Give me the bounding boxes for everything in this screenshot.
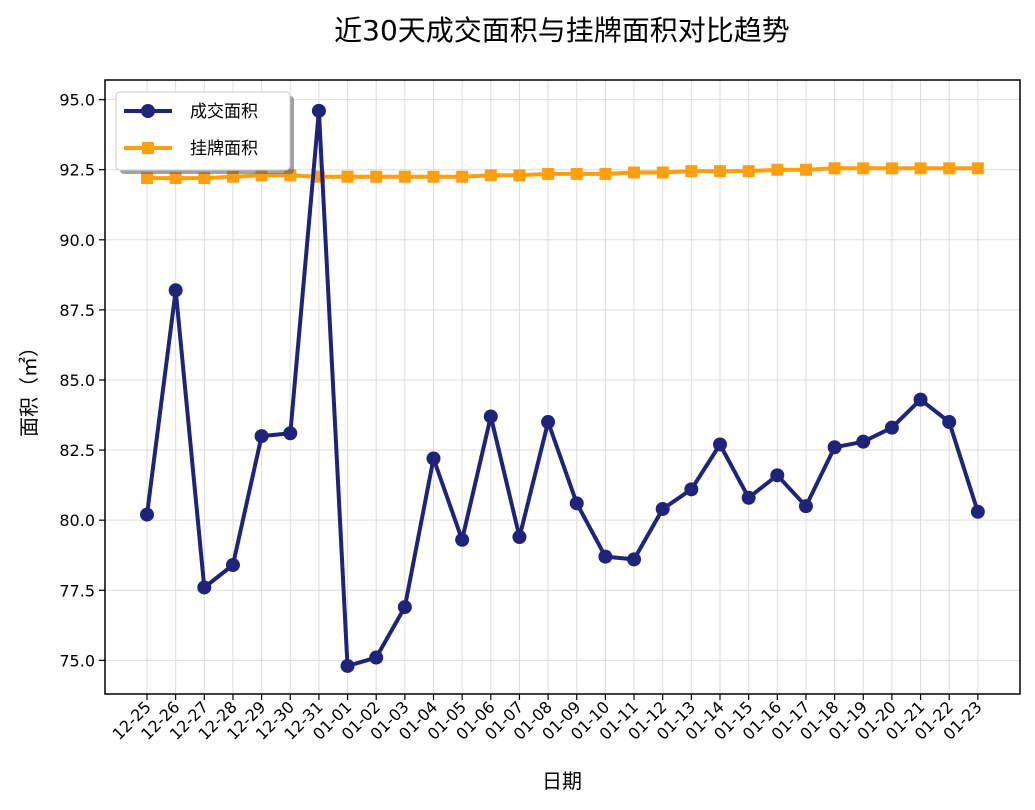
data-point [798, 499, 813, 514]
data-point [427, 170, 440, 183]
data-point [197, 580, 212, 595]
data-point [168, 283, 183, 298]
x-axis: 12-2512-2612-2712-2812-2912-3012-3101-01… [109, 694, 986, 744]
y-tick-label: 85.0 [59, 371, 95, 390]
data-point [684, 482, 699, 497]
data-point [254, 429, 269, 444]
data-point [771, 163, 784, 176]
data-point [484, 169, 497, 182]
data-point [141, 172, 153, 185]
data-point [685, 165, 698, 178]
data-point [512, 529, 527, 544]
y-axis-label: 面积（㎡） [17, 337, 41, 437]
data-point [770, 468, 785, 483]
data-point [942, 415, 957, 430]
y-tick-label: 80.0 [59, 511, 95, 530]
legend-label: 挂牌面积 [190, 139, 258, 159]
data-point [627, 552, 642, 567]
data-point [569, 496, 584, 511]
data-point [713, 437, 727, 452]
data-point [827, 440, 842, 455]
data-point [570, 167, 583, 180]
data-point [311, 103, 326, 118]
data-point [483, 409, 498, 424]
y-tick-label: 92.5 [59, 161, 95, 180]
data-point [714, 165, 726, 178]
data-point [455, 532, 470, 547]
data-point [369, 650, 384, 665]
plot-frame [104, 79, 1021, 695]
data-point [169, 172, 182, 185]
data-point [198, 172, 211, 185]
data-point [885, 162, 898, 175]
data-point [857, 162, 870, 175]
data-point [398, 170, 411, 183]
y-tick-label: 90.0 [59, 231, 95, 250]
data-point [914, 162, 927, 175]
data-point [456, 170, 469, 183]
data-point [541, 415, 556, 430]
data-point [140, 507, 154, 522]
data-point [370, 170, 383, 183]
legend-marker [141, 104, 155, 118]
data-point [971, 162, 984, 175]
chart-title: 近30天成交面积与挂牌面积对比趋势 [334, 14, 790, 47]
data-point [513, 169, 526, 182]
y-tick-label: 77.5 [59, 581, 95, 600]
data-point [799, 163, 812, 176]
data-point [628, 166, 641, 179]
data-point [599, 167, 612, 180]
data-point [225, 558, 240, 573]
data-point [741, 490, 756, 505]
data-point [943, 162, 956, 175]
legend-label: 成交面积 [190, 102, 258, 122]
data-point [656, 166, 669, 179]
y-tick-label: 82.5 [59, 441, 95, 460]
data-point [341, 170, 354, 183]
series-layer [140, 103, 985, 673]
y-axis: 75.0 77.5 80.0 82.5 85.0 87.5 90.0 92.5 95.0 [59, 91, 105, 670]
data-point [598, 549, 613, 564]
data-point [542, 167, 555, 180]
series-line-0 [145, 108, 980, 668]
data-point [283, 426, 298, 441]
data-point [426, 451, 441, 466]
data-point [340, 658, 355, 673]
data-point [828, 162, 841, 175]
legend-marker [142, 142, 154, 154]
x-axis-label: 日期 [542, 769, 582, 793]
y-tick-label: 75.0 [59, 651, 95, 670]
data-point [884, 420, 899, 435]
data-point [397, 600, 412, 615]
data-point [742, 165, 755, 178]
data-point [655, 501, 670, 516]
data-point [970, 504, 985, 519]
data-point [913, 392, 928, 407]
y-tick-label: 87.5 [59, 301, 95, 320]
data-point [856, 434, 871, 449]
y-tick-label: 95.0 [59, 91, 95, 110]
